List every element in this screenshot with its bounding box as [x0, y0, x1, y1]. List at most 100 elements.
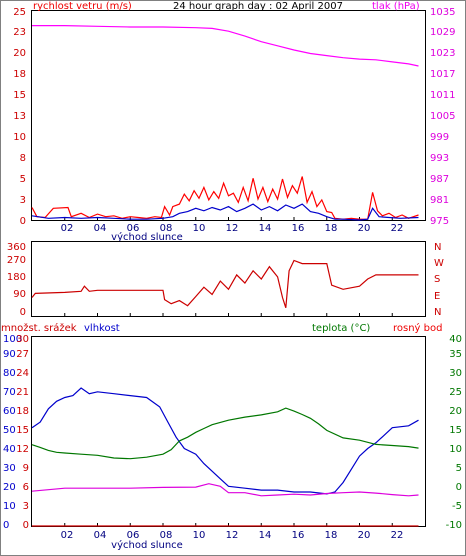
wind-speed-tick: 18	[13, 69, 26, 80]
time-tick: 06	[127, 223, 140, 234]
wind-speed-tick: 23	[13, 27, 26, 38]
time-tick: 12	[226, 530, 239, 541]
wind-speed-tick: 3	[20, 195, 26, 206]
wind-direction-panel: 0 90 180 270 360 N E S W N	[7, 241, 444, 318]
pressure-tick: 987	[430, 174, 449, 185]
direction-degree-tick: 270	[7, 255, 26, 266]
temperature-tick: -5	[452, 501, 462, 512]
wind-direction-plot-area	[31, 241, 426, 317]
time-tick: 02	[61, 223, 74, 234]
temperature-tick: 15	[449, 425, 462, 436]
time-tick: 06	[127, 530, 140, 541]
temperature-tick: 25	[449, 387, 462, 398]
time-tick: 08	[160, 530, 173, 541]
temperature-tick: 30	[449, 368, 462, 379]
compass-tick: W	[434, 258, 444, 269]
temperature-scale-tick: 9	[23, 463, 29, 474]
humidity-tick: 30	[3, 463, 16, 474]
pressure-tick: 1023	[430, 48, 455, 59]
sunrise-label: východ slunce	[111, 231, 183, 243]
humidity-tick: 90	[3, 349, 16, 360]
temperature-scale-tick: 15	[16, 425, 29, 436]
time-tick: 14	[259, 530, 272, 541]
humidity-ticks: 0 10 20 30 40 50 60 70 80 90 100	[3, 334, 22, 531]
series-line-teplota-c	[31, 407, 419, 460]
temperature-axis-label: teplota (°C)	[312, 323, 370, 334]
temperature-scale-ticks: 0 3 6 9 12 15 18 21 24 27 30	[16, 334, 29, 531]
humidity-temperature-panel: množst. srážek vlhkost teplota (°C) rosn…	[1, 322, 462, 551]
time-tick: 18	[325, 223, 338, 234]
pressure-tick: 1005	[430, 111, 455, 122]
temperature-scale-tick: 21	[16, 387, 29, 398]
temperature-tick: 40	[449, 334, 462, 345]
wind-speed-tick: 5	[20, 174, 26, 185]
sunrise-label: východ slunce	[111, 539, 183, 551]
compass-tick: N	[434, 307, 441, 318]
temperature-scale-tick: 30	[16, 334, 29, 345]
series-line-wind-direction	[31, 259, 419, 308]
temperature-scale-tick: 18	[16, 406, 29, 417]
wind-speed-tick: 10	[13, 132, 26, 143]
direction-degree-ticks: 0 90 180 270 360	[7, 242, 26, 318]
humidity-tick: 40	[3, 444, 16, 455]
time-tick: 02	[61, 530, 74, 541]
humidity-tick: 60	[3, 406, 16, 417]
temperature-tick: 0	[456, 482, 462, 493]
humidity-temperature-plot-area	[31, 336, 426, 527]
pressure-tick: 999	[430, 132, 449, 143]
direction-degree-tick: 90	[13, 289, 26, 300]
series-line-wind-average	[31, 203, 419, 221]
wind-pressure-plot-area	[31, 10, 426, 221]
time-tick: 20	[358, 530, 371, 541]
wind-speed-tick: 8	[20, 153, 26, 164]
time-tick: 10	[193, 530, 206, 541]
chart-title: 24 hour graph day : 02 April 2007	[173, 1, 343, 12]
wind-speed-ticks: 0 3 5 8 10 13 15 18 20 23 25	[13, 7, 26, 227]
humidity-tick: 10	[3, 501, 16, 512]
humidity-tick: 20	[3, 482, 16, 493]
time-tick: 12	[226, 223, 239, 234]
wind-speed-tick: 20	[13, 48, 26, 59]
pressure-tick: 981	[430, 195, 449, 206]
temperature-scale-tick: 6	[23, 482, 29, 493]
wind-pressure-series	[31, 25, 419, 221]
time-tick: 22	[391, 223, 404, 234]
time-tick: 22	[391, 530, 404, 541]
time-tick: 14	[259, 223, 272, 234]
humidity-tick: 70	[3, 387, 16, 398]
compass-ticks: N E S W N	[434, 242, 444, 318]
compass-tick: S	[434, 274, 440, 285]
time-tick: 16	[292, 223, 305, 234]
humidity-temperature-series	[31, 387, 419, 527]
time-tick: 04	[94, 530, 107, 541]
temperature-ticks: -10 -5 0 5 10 15 20 25 30 35 40	[446, 334, 462, 531]
temperature-tick: 10	[449, 444, 462, 455]
wind-direction-series	[31, 259, 419, 316]
temperature-tick: 5	[456, 463, 462, 474]
wind-speed-tick: 0	[20, 216, 26, 227]
wind-pressure-panel: rychlost vetru (m/s) 24 hour graph day :…	[13, 1, 455, 243]
time-tick: 18	[325, 530, 338, 541]
temperature-tick: 35	[449, 349, 462, 360]
temperature-tick: 20	[449, 406, 462, 417]
pressure-tick: 1017	[430, 69, 455, 80]
temperature-tick: -10	[446, 520, 462, 531]
direction-degree-tick: 0	[20, 307, 26, 318]
wind-speed-tick: 15	[13, 90, 26, 101]
time-tick: 10	[193, 223, 206, 234]
time-ticks-top: 02 04 06 08 10 12 14 16 18 20 22	[61, 223, 404, 234]
pressure-tick: 1035	[430, 7, 455, 18]
pressure-tick: 1011	[430, 90, 455, 101]
time-tick: 16	[292, 530, 305, 541]
direction-degree-tick: 180	[7, 272, 26, 283]
wind-speed-axis-label: rychlost vetru (m/s)	[33, 1, 132, 12]
humidity-tick: 50	[3, 425, 16, 436]
humidity-tick: 80	[3, 368, 16, 379]
wind-speed-tick: 25	[13, 7, 26, 18]
time-tick: 08	[160, 223, 173, 234]
pressure-tick: 975	[430, 216, 449, 227]
precipitation-axis-label: množst. srážek	[1, 322, 77, 334]
time-tick: 20	[358, 223, 371, 234]
